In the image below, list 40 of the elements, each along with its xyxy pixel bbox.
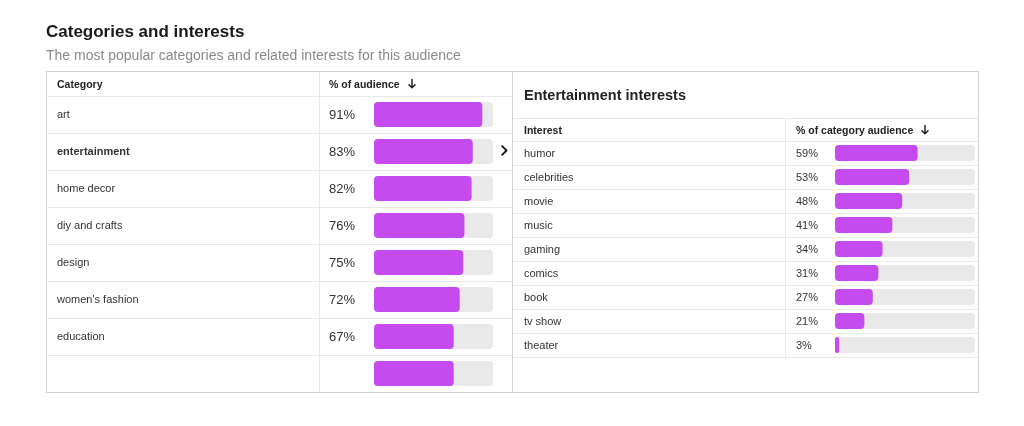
x-axis-title: % of audience (329, 78, 400, 90)
y-tick-label: tv show (524, 314, 562, 327)
y-tick-label: movie (524, 194, 554, 207)
data-label: 31% (796, 266, 819, 279)
y-tick-label: education (57, 330, 105, 343)
data-label: 59% (796, 146, 819, 159)
y-tick-label: entertainment (57, 145, 131, 158)
y-axis-title: Interest (524, 123, 562, 136)
data-label: 82% (329, 181, 356, 197)
data-label: 34% (796, 242, 819, 255)
data-label: 21% (796, 314, 819, 327)
data-label: 75% (329, 255, 356, 271)
y-tick-label: diy and crafts (57, 219, 123, 232)
data-label: 83% (329, 144, 356, 160)
bar (835, 313, 865, 329)
y-tick-label: music (524, 218, 554, 231)
data-label: 27% (796, 290, 819, 303)
data-label: 3% (796, 338, 813, 351)
text: Entertainment interests (524, 87, 686, 103)
y-tick-label: art (57, 108, 70, 121)
y-tick-label: home decor (57, 182, 116, 195)
data-label: 76% (329, 218, 356, 234)
text: The most popular categories and related interests for this audience (46, 47, 461, 63)
y-tick-label: humor (524, 146, 556, 159)
data-label: 91% (329, 107, 356, 123)
text: Categories and interests (46, 22, 245, 41)
y-tick-label: gaming (524, 242, 561, 255)
data-label: 41% (796, 218, 819, 231)
data-label: 53% (796, 170, 819, 183)
y-tick-label: comics (524, 266, 559, 279)
y-tick-label: design (57, 256, 90, 269)
data-label: 48% (796, 194, 819, 207)
y-tick-label: women's fashion (56, 293, 139, 306)
x-axis-title: % of category audience (796, 123, 914, 136)
y-tick-label: celebrities (524, 170, 575, 183)
data-label: 72% (329, 292, 356, 308)
y-axis-title: Category (57, 78, 103, 90)
y-tick-label: book (524, 290, 549, 303)
data-label: 67% (329, 329, 356, 345)
y-tick-label: theater (524, 338, 559, 351)
